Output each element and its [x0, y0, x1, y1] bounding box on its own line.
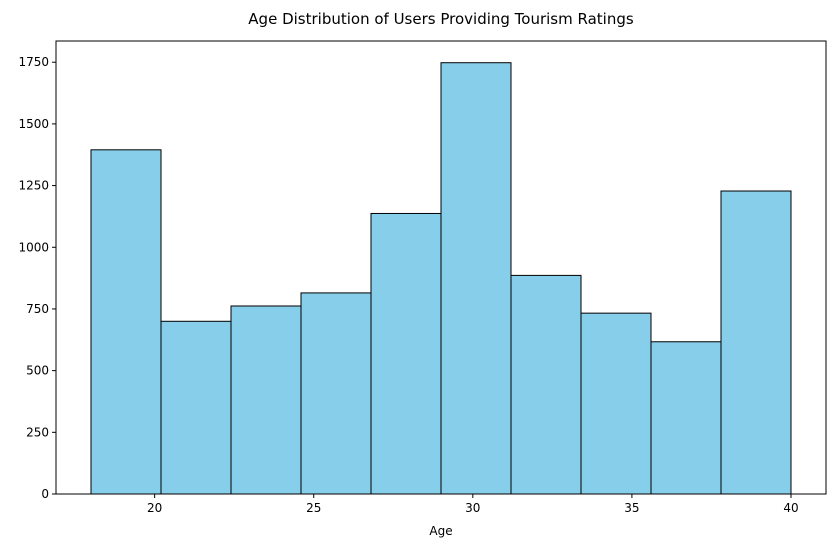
y-tick-label: 750 — [26, 302, 49, 316]
histogram-bar-6 — [440, 62, 512, 495]
y-axis: 0 250 500 750 1000 1250 1500 1750 — [18, 55, 56, 501]
histogram-bar-10 — [720, 190, 792, 495]
x-axis: 20 25 30 35 40 — [147, 494, 799, 515]
histogram-bar-1 — [90, 149, 162, 495]
y-tick-label: 250 — [26, 425, 49, 439]
histogram-bar-9 — [650, 341, 722, 495]
x-tick-label: 25 — [306, 501, 321, 515]
bars-group — [90, 62, 792, 495]
y-tick-label: 1250 — [18, 179, 49, 193]
x-tick-label: 35 — [624, 501, 639, 515]
x-axis-label: Age — [429, 524, 452, 538]
x-tick-label: 40 — [783, 501, 798, 515]
x-tick-label: 30 — [465, 501, 480, 515]
plot-frame — [55, 40, 827, 495]
histogram-bar-4 — [300, 292, 372, 495]
y-tick-label: 1500 — [18, 117, 49, 131]
chart-title: Age Distribution of Users Providing Tour… — [248, 10, 634, 28]
histogram-bar-2 — [160, 320, 232, 495]
x-tick-label: 20 — [147, 501, 162, 515]
histogram-bar-7 — [510, 274, 582, 495]
y-tick-label: 0 — [41, 487, 49, 501]
histogram-bar-5 — [370, 212, 442, 495]
y-tick-label: 1000 — [18, 240, 49, 254]
y-tick-label: 500 — [26, 364, 49, 378]
y-tick-label: 1750 — [18, 55, 49, 69]
histogram-bar-3 — [230, 305, 302, 495]
histogram-bar-8 — [580, 312, 652, 495]
